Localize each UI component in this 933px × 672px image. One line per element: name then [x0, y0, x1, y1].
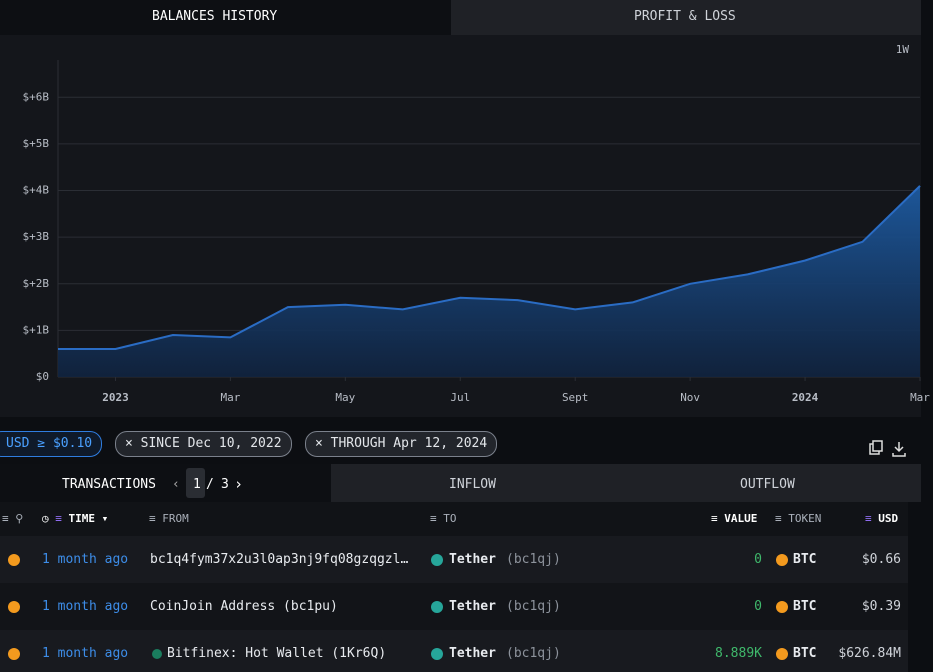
page-current: 1 — [193, 477, 201, 492]
tab[interactable] — [0, 464, 331, 502]
value: 0 — [754, 552, 762, 567]
page-prev[interactable]: ‹ — [172, 477, 180, 492]
from[interactable]: CoinJoin Address (bc1pu) — [150, 599, 338, 614]
y-tick-label: $+3B — [23, 230, 50, 243]
header-cell[interactable]: ≡ FROM — [149, 512, 189, 525]
table-row[interactable]: 1 month ago Bitfinex: Hot Wallet (1Kr6Q) T… — [0, 630, 908, 672]
time[interactable]: 1 month ago — [42, 552, 129, 567]
to[interactable]: Tether — [449, 599, 496, 614]
filter-chip[interactable]: × THROUGH Apr 12, 2024 — [305, 431, 498, 457]
page-separator: / — [206, 477, 214, 492]
y-tick-label: $+6B — [23, 90, 50, 103]
chain-icon — [8, 601, 20, 613]
table-row[interactable]: 1 month ago CoinJoin Address (bc1pu) Tethe… — [0, 583, 908, 630]
page-box — [186, 468, 205, 498]
x-tick-label: Mar — [910, 391, 930, 404]
filter-label: SINCE Dec 10, 2022 — [140, 436, 282, 451]
column-label: USD — [878, 512, 899, 525]
time[interactable]: 1 month ago — [42, 646, 129, 661]
chain-icon — [8, 554, 20, 566]
header-icon[interactable]: ≡ ⚲ — [2, 512, 24, 525]
from[interactable]: bc1q4fym37x2u3l0ap3nj9fq08gzqgzl… — [150, 552, 409, 567]
tab[interactable] — [451, 0, 921, 35]
tab-label[interactable]: OUTFLOW — [740, 477, 795, 492]
entity-icon — [152, 649, 162, 659]
tab-label[interactable]: INFLOW — [449, 477, 496, 492]
page-total: 3 — [221, 477, 229, 492]
token-icon — [776, 601, 788, 613]
filter-chip[interactable]: × SINCE Dec 10, 2022 — [115, 431, 292, 457]
toolbar-icons[interactable] — [868, 440, 908, 458]
column-label: TIME — [68, 512, 96, 525]
header-cell[interactable]: ≡ TO — [430, 512, 457, 525]
time[interactable]: 1 month ago — [42, 599, 129, 614]
token[interactable]: BTC — [793, 599, 817, 614]
token[interactable]: BTC — [793, 646, 817, 661]
entity-icon — [431, 601, 443, 613]
token[interactable]: BTC — [793, 552, 817, 567]
y-tick-label: $+5B — [23, 137, 50, 150]
header-cell[interactable]: ≡ TOKEN — [775, 512, 822, 525]
filter-label: THROUGH Apr 12, 2024 — [330, 436, 488, 451]
line — [58, 185, 921, 350]
entity-icon — [431, 554, 443, 566]
x-tick-label: May — [335, 391, 355, 404]
to[interactable]: Tether — [449, 646, 496, 661]
y-tick-label: $+1B — [23, 323, 50, 336]
tab-label[interactable]: BALANCES HISTORY — [152, 9, 278, 24]
usd: $626.84M — [838, 646, 901, 661]
y-tick-label: $0 — [36, 370, 49, 383]
to-address[interactable]: (bc1qj) — [506, 552, 561, 567]
entity-icon — [431, 648, 443, 660]
header-cell[interactable]: ◷ ≡ TIME ▾ — [42, 512, 109, 525]
value: 8.889K — [715, 646, 762, 661]
column-label: TO — [443, 512, 457, 525]
column-label: FROM — [162, 512, 189, 525]
x-tick-label: Jul — [450, 391, 470, 404]
chain-icon — [8, 648, 20, 660]
y-tick-label: $+4B — [23, 184, 50, 197]
table-row[interactable]: 1 month ago bc1q4fym37x2u3l0ap3nj9fq08gzq… — [0, 536, 908, 583]
x-tick-label: Sept — [562, 391, 589, 404]
chart: 1W $0 $+1B $+2B $+3B $+4B $+5B $+6B 2023 Mar May J… — [0, 35, 930, 417]
tab-label[interactable]: TRANSACTIONS — [62, 477, 156, 492]
x-tick-label: 2024 — [792, 391, 819, 404]
from[interactable]: Bitfinex: Hot Wallet (1Kr6Q) — [167, 646, 387, 661]
y-tick-label: $+2B — [23, 277, 50, 290]
tab[interactable] — [331, 464, 921, 502]
tab[interactable] — [0, 0, 451, 35]
to[interactable]: Tether — [449, 552, 496, 567]
x-tick-label: 2023 — [102, 391, 129, 404]
usd: $0.66 — [861, 552, 901, 567]
table-header — [0, 502, 908, 536]
to-address[interactable]: (bc1qj) — [506, 646, 561, 661]
to-address[interactable]: (bc1qj) — [506, 599, 561, 614]
usd: $0.39 — [861, 599, 901, 614]
tab-label[interactable]: PROFIT & LOSS — [634, 9, 736, 24]
area — [58, 185, 920, 377]
column-label: VALUE — [724, 512, 758, 525]
header-cell[interactable]: ≡ VALUE — [711, 512, 758, 525]
filter-chip[interactable]: USD ≥ $0.10 — [0, 431, 103, 457]
token-icon — [776, 554, 788, 566]
value: 0 — [754, 599, 762, 614]
column-label: TOKEN — [788, 512, 822, 525]
x-tick-label: Nov — [680, 391, 700, 404]
interval[interactable]: 1W — [896, 43, 910, 56]
filter-label: USD ≥ $0.10 — [6, 436, 93, 451]
token-icon — [776, 648, 788, 660]
header-cell[interactable]: ≡ USD — [865, 512, 899, 525]
x-tick-label: Mar — [220, 391, 240, 404]
page-next[interactable]: › — [234, 475, 244, 493]
